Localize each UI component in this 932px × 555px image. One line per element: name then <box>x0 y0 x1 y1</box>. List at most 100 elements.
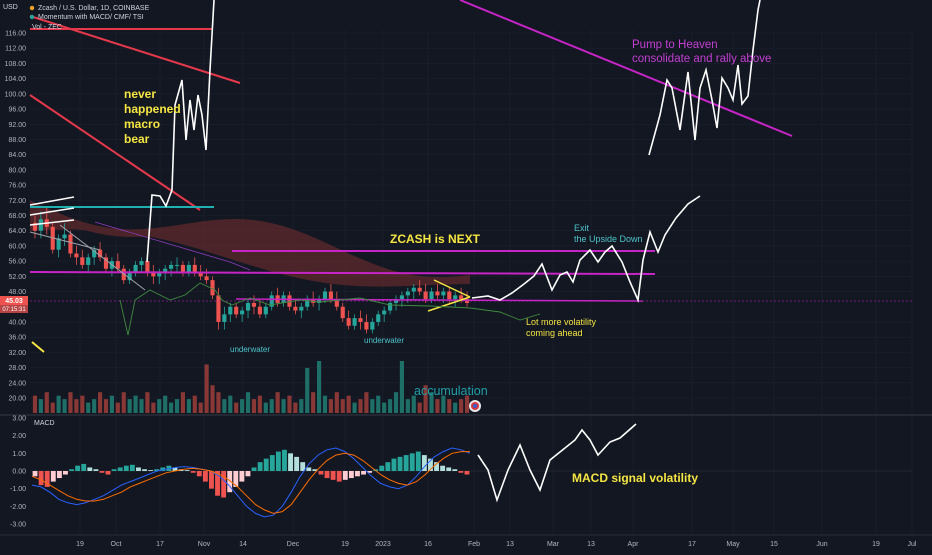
macd-hist-bar <box>336 471 342 482</box>
volume-bar <box>435 399 440 413</box>
volume-bar <box>240 399 245 413</box>
candle-body <box>441 291 446 296</box>
volume-bar <box>222 399 227 413</box>
candle-body <box>257 306 262 315</box>
price-tick-label: 24.00 <box>8 380 26 387</box>
cloud-band <box>30 200 470 287</box>
macd-hist-bar <box>136 467 141 471</box>
macd-tick-label: -2.00 <box>10 504 26 511</box>
macd-hist-bar <box>190 471 196 473</box>
volume-bar <box>245 392 251 413</box>
macd-hist-bar <box>263 458 269 471</box>
volume-bar <box>316 361 322 413</box>
note-pump: Pump to Heaven consolidate and rally abo… <box>632 39 771 65</box>
macd-hist-bar <box>385 462 391 471</box>
time-tick-label: Feb <box>468 541 480 548</box>
candle-body <box>169 264 174 269</box>
volume-bar <box>459 399 464 413</box>
volume-bar <box>174 399 180 413</box>
volume-bar <box>263 402 268 413</box>
volume-bar <box>97 392 103 413</box>
volume-bar <box>68 392 73 413</box>
macd-hist-bar <box>324 471 330 479</box>
volume-bar <box>423 385 428 413</box>
candle-body <box>287 295 292 307</box>
indicator-dot <box>29 14 35 20</box>
macd-hist-bar <box>440 465 446 471</box>
price-axis[interactable]: 116.00 112.00 108.00 104.00 100.00 96.00 92.00… <box>5 31 27 403</box>
macd-title[interactable]: MACD <box>34 420 55 427</box>
candle-body <box>340 306 345 319</box>
volume-bar <box>447 399 452 413</box>
indicator-title[interactable]: Momentum with MACD/ CMF/ TSI <box>38 14 144 21</box>
candle-body <box>38 219 43 231</box>
volume-bar <box>44 392 49 413</box>
macd-hist-bar <box>306 467 312 471</box>
macd-hist-bar <box>44 471 50 487</box>
candle-body <box>328 291 333 300</box>
wedge-lower <box>59 224 146 291</box>
volume-bar <box>62 399 67 413</box>
price-tick-label: 48.00 <box>8 289 26 296</box>
yellow-tick <box>31 341 45 353</box>
purple-trendline <box>459 0 793 137</box>
candle-body <box>423 291 428 300</box>
time-tick-label: 13 <box>587 541 595 548</box>
candle-body <box>453 295 458 300</box>
note-macd-signal: MACD signal volatility <box>572 471 698 485</box>
volume-bar <box>228 395 233 413</box>
volume-bar <box>180 392 186 413</box>
macd-hist-bar <box>215 471 220 496</box>
time-tick-label: 14 <box>239 541 247 548</box>
candle-body <box>305 299 310 307</box>
volume-bar <box>358 399 363 413</box>
macd-hist-bar <box>160 467 166 471</box>
macd-hist-bar <box>75 465 81 471</box>
time-tick-label: Jun <box>816 541 827 548</box>
candle-body <box>163 268 168 273</box>
macd-hist-bar <box>415 451 421 471</box>
price-tick-label: 72.00 <box>8 198 26 205</box>
thin-purple-trend <box>94 221 251 271</box>
macd-hist-bar <box>148 470 154 471</box>
volume-bar <box>464 395 470 413</box>
note-pump-1: Pump to Heaven <box>632 39 718 51</box>
macd-tick-label: 0.00 <box>12 469 26 476</box>
candle-body <box>399 295 405 300</box>
volume-bar <box>293 402 298 413</box>
macd-hist-bar <box>221 471 227 498</box>
price-tick-label: 36.00 <box>8 335 26 342</box>
macd-hist-bar <box>99 471 105 473</box>
volume-bar <box>109 395 114 413</box>
price-tick-label: 28.00 <box>8 365 26 372</box>
time-axis[interactable]: 19 Oct 17 Nov 14 Dec 19 2023 16 Feb 13 Mar 13 Apr 17 Ma… <box>76 541 917 548</box>
macd-hist-bar <box>87 467 93 471</box>
ichimoku-cloud <box>30 200 470 287</box>
symbol-title[interactable]: Zcash / U.S. Dollar, 1D, COINBASE <box>38 5 150 12</box>
note-next: ZCASH is NEXT <box>390 232 481 246</box>
magenta-level-3 <box>235 298 644 302</box>
volume-bar <box>411 395 416 413</box>
candle-body <box>346 318 351 326</box>
white-wedge-3 <box>29 219 75 226</box>
macd-hist-bar <box>209 471 214 489</box>
macd-hist-bar <box>318 471 324 475</box>
volume-bar <box>364 392 369 413</box>
volume-title[interactable]: Vol - ZEC <box>32 24 62 31</box>
candle-body <box>80 257 85 265</box>
price-tick-label: 52.00 <box>8 274 26 281</box>
candle-body <box>382 310 387 315</box>
macd-hist-bar <box>105 471 111 475</box>
volume-bars <box>32 361 470 413</box>
flag-icon[interactable] <box>469 400 481 412</box>
white-projection-macro <box>146 0 215 263</box>
red-trendline-1 <box>29 15 241 84</box>
macd-axis[interactable]: 3.00 2.00 1.00 0.00 -1.00 -2.00 -3.00 <box>10 416 26 529</box>
macd-hist-bar <box>93 469 99 471</box>
candle-body <box>364 321 369 330</box>
volume-bar <box>429 392 434 413</box>
candle-body <box>245 302 251 311</box>
note-never-3: macro <box>124 117 160 131</box>
